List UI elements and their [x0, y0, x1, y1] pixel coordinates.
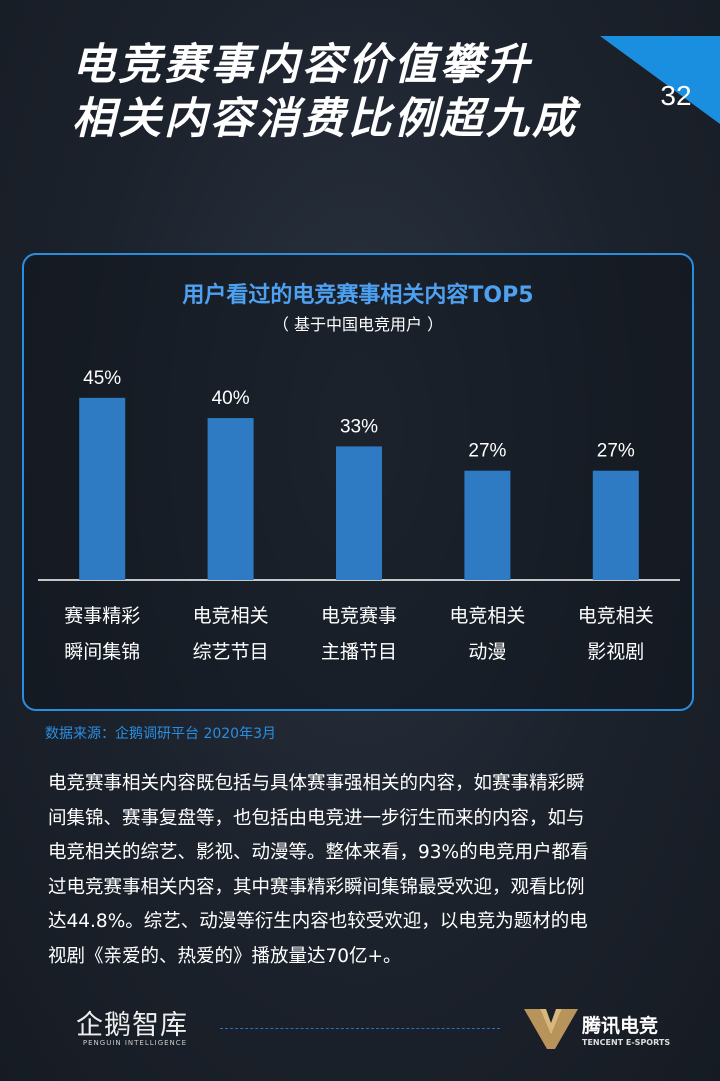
title-line-2: 相关内容消费比例超九成	[72, 94, 578, 144]
body-line: 视剧《亲爱的、热爱的》播放量达70亿+。	[48, 945, 402, 967]
category-label: 综艺节目	[193, 641, 269, 663]
category-label: 电竞相关	[449, 605, 525, 627]
bar-2	[336, 446, 382, 580]
bar-value-label: 27%	[468, 441, 506, 462]
category-label: 电竞相关	[193, 605, 269, 627]
bar-value-label: 33%	[340, 416, 378, 437]
category-label: 电竞相关	[578, 605, 654, 627]
category-label: 主播节目	[321, 641, 397, 663]
logo-left-subtitle: PENGUIN INTELLIGENCE	[82, 1039, 188, 1047]
bar-1	[207, 418, 254, 580]
chart-title: 用户看过的电竞赛事相关内容TOP5	[182, 283, 534, 308]
body-paragraph: 电竞赛事相关内容既包括与具体赛事强相关的内容，如赛事精彩瞬 间集锦、赛事复盘等，…	[48, 767, 676, 974]
logo-right-subtitle: TENCENT E-SPORTS	[582, 1038, 671, 1047]
body-line: 电竞赛事相关内容既包括与具体赛事强相关的内容，如赛事精彩瞬	[48, 773, 585, 794]
logo-left-text: 企鹅智库	[76, 1010, 188, 1041]
bar-value-label: 27%	[597, 441, 635, 462]
bar-value-label: 40%	[212, 388, 250, 409]
bar-3	[464, 470, 511, 580]
category-label: 动漫	[468, 641, 506, 663]
penguin-intelligence-logo: 企鹅智库 PENGUIN INTELLIGENCE	[70, 1003, 200, 1055]
footer-divider	[220, 1028, 500, 1029]
category-label: 电竞赛事	[321, 605, 397, 627]
v-logo-icon	[524, 1009, 578, 1049]
body-line: 达44.8%。综艺、动漫等衍生内容也较受欢迎，以电竞为题材的电	[48, 911, 588, 932]
category-label: 影视剧	[587, 641, 644, 663]
body-line: 过电竞赛事相关内容，其中赛事精彩瞬间集锦最受欢迎，观看比例	[48, 876, 585, 898]
bar-4	[592, 470, 639, 580]
corner-triangle	[600, 36, 720, 124]
page-title: 电竞赛事内容价值攀升 相关内容消费比例超九成	[72, 38, 632, 146]
page-number-badge: 32	[600, 36, 720, 124]
logo-right-text: 腾讯电竞	[582, 1015, 659, 1037]
chart-subtitle: （ 基于中国电竞用户 ）	[272, 315, 444, 334]
tencent-esports-logo: 腾讯电竞 TENCENT E-SPORTS	[522, 1005, 682, 1055]
category-label: 瞬间集锦	[64, 641, 140, 663]
bar-0	[79, 397, 126, 580]
page-number: 32	[660, 80, 692, 111]
data-source: 数据来源：企鹅调研平台 2020年3月	[45, 726, 276, 742]
body-line: 间集锦、赛事复盘等，也包括由电竞进一步衍生而来的内容，如与	[48, 807, 585, 829]
chart-panel: 用户看过的电竞赛事相关内容TOP5 （ 基于中国电竞用户 ） 45% 赛事精彩瞬间…	[22, 253, 694, 711]
body-line: 电竞相关的综艺、影视、动漫等。整体来看，93%的电竞用户都看	[48, 842, 589, 863]
bar-value-label: 45%	[83, 368, 121, 389]
category-label: 赛事精彩	[64, 605, 140, 627]
title-line-1: 电竞赛事内容价值攀升	[72, 40, 532, 90]
